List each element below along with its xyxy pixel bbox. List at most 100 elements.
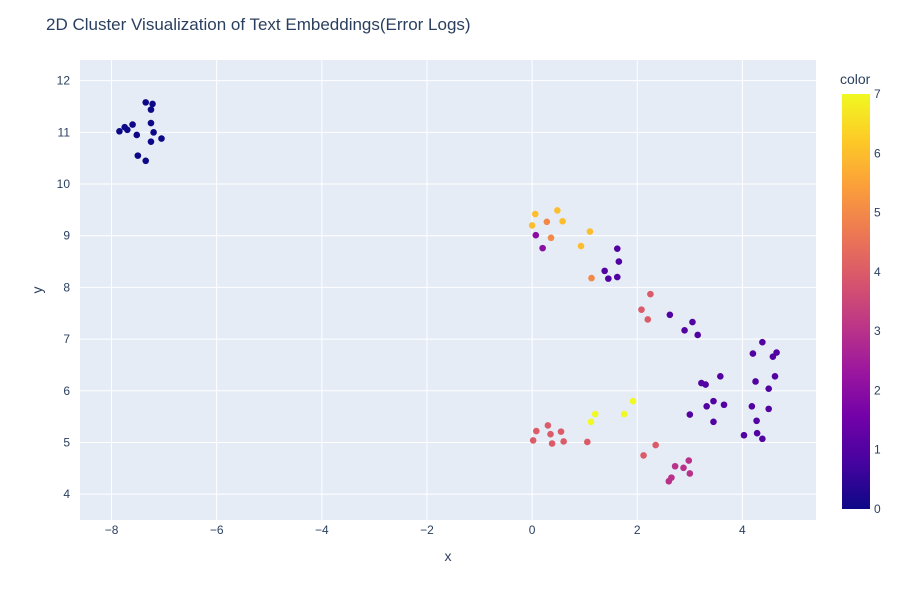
data-point[interactable] bbox=[710, 418, 717, 426]
data-point[interactable] bbox=[629, 397, 637, 405]
x-axis-label: x bbox=[445, 548, 452, 564]
data-point[interactable] bbox=[584, 438, 591, 446]
colorbar-tick-label: 3 bbox=[874, 324, 881, 338]
data-point[interactable] bbox=[620, 410, 628, 418]
colorbar: color 0 1 2 3 4 5 6 7 bbox=[840, 71, 881, 516]
data-point[interactable] bbox=[640, 452, 647, 459]
data-point[interactable] bbox=[587, 418, 595, 426]
colorbar-tick-label: 0 bbox=[874, 502, 881, 516]
data-point[interactable] bbox=[124, 126, 131, 134]
axis-ticks: −8 −6 −4 −2 0 2 4 4 5 6 7 8 9 10 11 12 bbox=[57, 74, 746, 537]
data-point[interactable] bbox=[753, 417, 760, 425]
data-point[interactable] bbox=[759, 338, 766, 346]
data-point[interactable] bbox=[134, 152, 142, 159]
y-tick-label: 4 bbox=[63, 487, 70, 501]
data-point[interactable] bbox=[668, 474, 675, 481]
data-point[interactable] bbox=[147, 106, 155, 113]
colorbar-tick-label: 7 bbox=[874, 87, 881, 101]
data-point[interactable] bbox=[710, 397, 717, 405]
data-point[interactable] bbox=[591, 410, 599, 418]
data-point[interactable] bbox=[539, 244, 546, 252]
data-point[interactable] bbox=[666, 311, 674, 319]
data-point[interactable] bbox=[740, 431, 748, 439]
y-tick-label: 12 bbox=[57, 74, 71, 88]
y-tick-label: 7 bbox=[63, 332, 70, 346]
data-point[interactable] bbox=[717, 373, 724, 380]
y-tick-label: 11 bbox=[58, 125, 71, 139]
data-point[interactable] bbox=[759, 435, 766, 443]
data-point[interactable] bbox=[557, 428, 565, 435]
data-point[interactable] bbox=[548, 440, 556, 447]
data-point[interactable] bbox=[605, 275, 612, 282]
data-point[interactable] bbox=[531, 210, 539, 218]
data-point[interactable] bbox=[150, 129, 157, 136]
data-point[interactable] bbox=[638, 306, 645, 313]
data-point[interactable] bbox=[647, 290, 654, 298]
data-point[interactable] bbox=[613, 273, 621, 281]
data-point[interactable] bbox=[586, 228, 594, 235]
data-point[interactable] bbox=[158, 135, 165, 142]
data-point[interactable] bbox=[613, 245, 621, 252]
data-point[interactable] bbox=[547, 430, 554, 438]
data-point[interactable] bbox=[765, 405, 772, 413]
y-tick-label: 10 bbox=[57, 177, 71, 191]
data-point[interactable] bbox=[752, 378, 759, 385]
data-point[interactable] bbox=[133, 131, 141, 139]
data-point[interactable] bbox=[671, 462, 679, 470]
data-point[interactable] bbox=[644, 316, 652, 323]
data-point[interactable] bbox=[577, 242, 585, 250]
data-point[interactable] bbox=[116, 128, 123, 135]
data-point[interactable] bbox=[529, 437, 537, 444]
data-point[interactable] bbox=[560, 438, 567, 445]
data-point[interactable] bbox=[686, 470, 694, 477]
data-point[interactable] bbox=[147, 138, 155, 145]
data-point[interactable] bbox=[686, 411, 694, 418]
data-point[interactable] bbox=[142, 99, 150, 106]
data-point[interactable] bbox=[748, 402, 756, 410]
data-point[interactable] bbox=[544, 422, 552, 429]
data-point[interactable] bbox=[532, 231, 540, 239]
data-point[interactable] bbox=[694, 331, 702, 339]
data-point[interactable] bbox=[615, 258, 623, 265]
colorbar-tick-label: 1 bbox=[874, 443, 881, 457]
x-tick-label: −4 bbox=[315, 523, 329, 537]
data-point[interactable] bbox=[142, 157, 150, 165]
data-point[interactable] bbox=[528, 222, 536, 229]
data-point[interactable] bbox=[771, 373, 779, 380]
x-tick-label: −8 bbox=[105, 523, 119, 537]
y-tick-label: 5 bbox=[63, 435, 70, 449]
colorbar-title: color bbox=[840, 71, 871, 87]
data-point[interactable] bbox=[773, 349, 780, 356]
data-point[interactable] bbox=[681, 327, 688, 334]
data-point[interactable] bbox=[554, 207, 561, 214]
data-point[interactable] bbox=[129, 121, 136, 128]
data-point[interactable] bbox=[559, 217, 566, 225]
data-point[interactable] bbox=[680, 464, 687, 472]
data-point[interactable] bbox=[543, 218, 551, 226]
data-point[interactable] bbox=[689, 318, 696, 326]
data-point[interactable] bbox=[147, 119, 155, 127]
data-point[interactable] bbox=[703, 402, 710, 410]
data-point[interactable] bbox=[685, 457, 693, 464]
data-point[interactable] bbox=[702, 381, 709, 388]
data-point[interactable] bbox=[533, 427, 540, 435]
data-point[interactable] bbox=[588, 274, 595, 282]
data-point[interactable] bbox=[601, 267, 608, 275]
y-tick-label: 8 bbox=[63, 280, 70, 294]
data-point[interactable] bbox=[547, 234, 555, 242]
data-point[interactable] bbox=[753, 429, 761, 437]
data-point[interactable] bbox=[720, 401, 728, 409]
data-points bbox=[116, 99, 780, 485]
y-axis-label: y bbox=[29, 287, 45, 294]
y-tick-label: 6 bbox=[63, 384, 70, 398]
x-tick-label: 2 bbox=[634, 523, 641, 537]
data-point[interactable] bbox=[765, 385, 772, 393]
data-point[interactable] bbox=[149, 100, 156, 108]
colorbar-gradient bbox=[842, 94, 870, 509]
data-point[interactable] bbox=[749, 350, 757, 357]
chart-title: 2D Cluster Visualization of Text Embeddi… bbox=[46, 15, 471, 34]
data-point[interactable] bbox=[652, 441, 659, 449]
y-tick-label: 9 bbox=[63, 229, 70, 243]
colorbar-tick-label: 2 bbox=[874, 383, 881, 397]
